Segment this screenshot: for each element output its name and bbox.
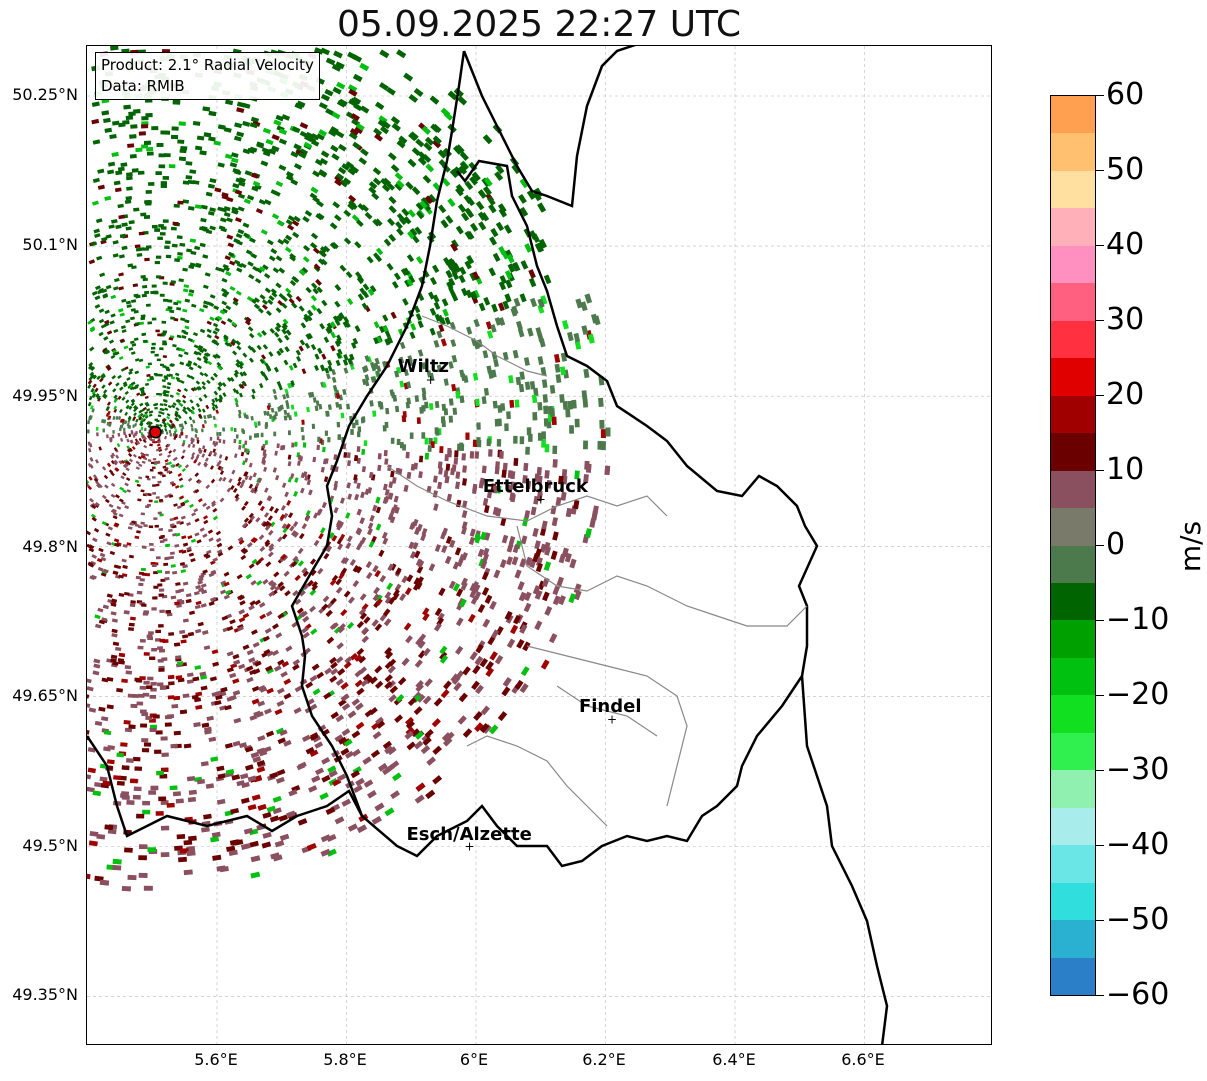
colorbar-tick-label: −60 xyxy=(1106,977,1170,1012)
canton-lines xyxy=(386,315,808,827)
colorbar-segment xyxy=(1051,545,1095,584)
colorbar-segment xyxy=(1051,133,1095,172)
radar-echoes xyxy=(87,46,611,892)
city-marker-cross: + xyxy=(536,492,546,506)
colorbar-segment xyxy=(1051,245,1095,284)
colorbar-tick-label: −50 xyxy=(1106,902,1170,937)
colorbar-tick xyxy=(1096,770,1104,771)
colorbar-tick xyxy=(1096,320,1104,321)
lon-label: 6.4°E xyxy=(712,1050,756,1069)
map-title: 05.09.2025 22:27 UTC xyxy=(336,4,742,45)
city-label-ettelbruck: Ettelbruck xyxy=(482,476,588,498)
city-marker-cross: + xyxy=(464,840,474,854)
lat-label: 49.95°N xyxy=(12,386,78,405)
colorbar-segment xyxy=(1051,770,1095,809)
lat-label: 50.25°N xyxy=(12,85,78,104)
colorbar-tick xyxy=(1096,995,1104,996)
colorbar-tick-label: −10 xyxy=(1106,602,1170,637)
radar-map-svg: + + + + xyxy=(87,46,991,1044)
colorbar-segment xyxy=(1051,695,1095,734)
colorbar-unit-label: m/s xyxy=(1174,520,1207,573)
colorbar-tick xyxy=(1096,545,1104,546)
lux-border xyxy=(290,50,819,868)
colorbar-segment xyxy=(1051,395,1095,434)
lon-label: 6°E xyxy=(459,1050,489,1069)
lon-label: 6.2°E xyxy=(582,1050,626,1069)
colorbar-tick-label: 60 xyxy=(1106,77,1145,112)
colorbar-segment xyxy=(1051,433,1095,472)
lat-label: 49.65°N xyxy=(12,686,78,705)
colorbar-tick xyxy=(1096,245,1104,246)
city-marker-cross: + xyxy=(607,712,617,726)
colorbar-segment xyxy=(1051,358,1095,397)
city-marker-cross: + xyxy=(426,373,436,387)
colorbar-tick xyxy=(1096,920,1104,921)
colorbar-tick-label: 50 xyxy=(1106,152,1145,187)
colorbar-segment xyxy=(1051,845,1095,884)
lon-label: 5.8°E xyxy=(323,1050,367,1069)
lat-label: 49.35°N xyxy=(12,985,78,1004)
colorbar-tick-label: −40 xyxy=(1106,827,1170,862)
colorbar-segment xyxy=(1051,920,1095,959)
city-label-esch: Esch/Alzette xyxy=(406,823,532,845)
lon-label: 6.6°E xyxy=(841,1050,885,1069)
lon-label: 5.6°E xyxy=(194,1050,238,1069)
colorbar-tick xyxy=(1096,470,1104,471)
lat-label: 49.8°N xyxy=(22,537,78,556)
colorbar-segment xyxy=(1051,732,1095,771)
colorbar-tick xyxy=(1096,170,1104,171)
colorbar-tick-label: −20 xyxy=(1106,677,1170,712)
colorbar-tick-label: −30 xyxy=(1106,752,1170,787)
city-markers: + + + + xyxy=(426,373,617,853)
product-info-box: Product: 2.1° Radial Velocity Data: RMIB xyxy=(95,52,320,100)
product-label: Product: 2.1° Radial Velocity xyxy=(101,56,314,74)
velocity-colorbar xyxy=(1050,95,1096,996)
colorbar-segment xyxy=(1051,582,1095,621)
colorbar-segment xyxy=(1051,508,1095,546)
belgium-border-south xyxy=(87,735,364,838)
colorbar-segment xyxy=(1051,170,1095,209)
lat-label: 49.5°N xyxy=(22,836,78,855)
colorbar-tick-label: 30 xyxy=(1106,302,1145,337)
colorbar-tick xyxy=(1096,845,1104,846)
colorbar-tick-label: 10 xyxy=(1106,452,1145,487)
border-north xyxy=(462,46,636,208)
colorbar-segment xyxy=(1051,320,1095,359)
colorbar-segment xyxy=(1051,882,1095,921)
colorbar-segment xyxy=(1051,208,1095,247)
colorbar-segment xyxy=(1051,470,1095,509)
colorbar-tick-label: 0 xyxy=(1106,527,1126,562)
radar-site-marker xyxy=(149,425,162,439)
colorbar-tick xyxy=(1096,95,1104,96)
colorbar-segment xyxy=(1051,620,1095,659)
city-label-wiltz: Wiltz xyxy=(397,356,449,378)
colorbar-segment xyxy=(1051,283,1095,322)
colorbar-tick-label: 20 xyxy=(1106,377,1145,412)
data-source-label: Data: RMIB xyxy=(101,77,185,95)
city-label-findel: Findel xyxy=(578,696,642,718)
lat-label: 50.1°N xyxy=(22,235,78,254)
colorbar-tick xyxy=(1096,395,1104,396)
colorbar-segment xyxy=(1051,807,1095,846)
colorbar-segment xyxy=(1051,657,1095,696)
germany-border-east xyxy=(800,675,889,1044)
colorbar-segment xyxy=(1051,957,1095,996)
colorbar-segment xyxy=(1051,96,1095,134)
colorbar-tick xyxy=(1096,695,1104,696)
map-area[interactable]: + + + + xyxy=(86,45,992,1045)
colorbar-tick-label: 40 xyxy=(1106,227,1145,262)
colorbar-tick xyxy=(1096,620,1104,621)
country-borders xyxy=(87,46,889,1044)
